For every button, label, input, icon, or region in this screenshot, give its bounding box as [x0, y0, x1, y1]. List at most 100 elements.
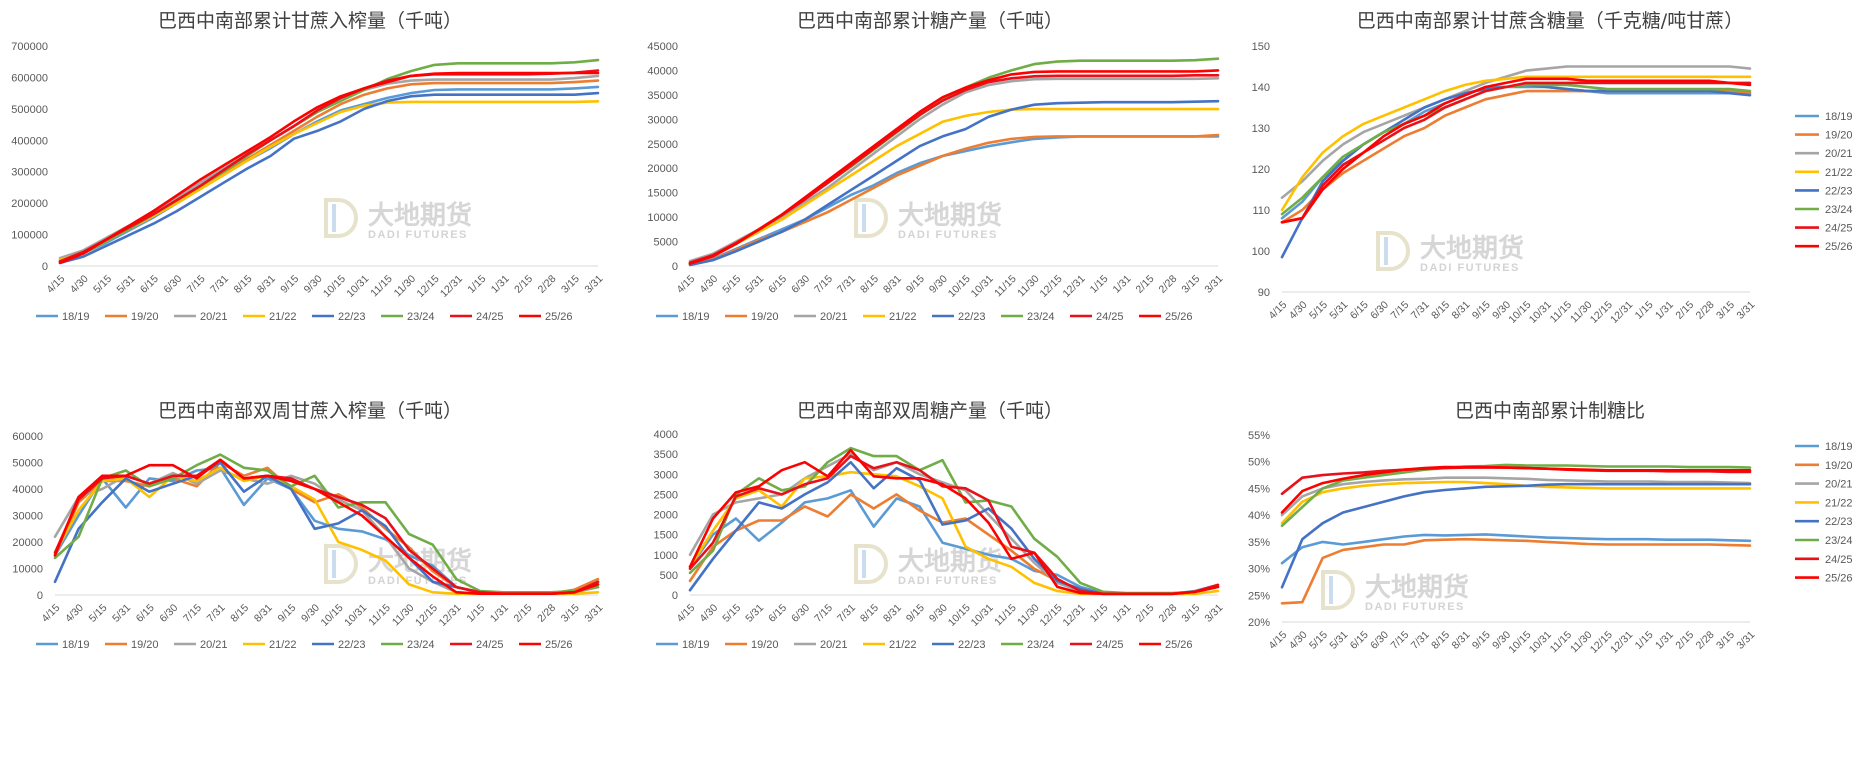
legend-label-23-24: 23/24 [1027, 639, 1055, 651]
x-tick-label: 5/15 [1307, 629, 1330, 652]
legend-label-22-23: 22/23 [1825, 516, 1853, 528]
y-tick-label: 3000 [654, 469, 678, 481]
x-tick-label: 6/30 [1368, 629, 1391, 652]
x-tick-label: 5/15 [720, 602, 743, 625]
legend-label-25-26: 25/26 [545, 639, 573, 651]
x-tick-label: 1/31 [1653, 299, 1676, 322]
x-tick-label: 1/31 [489, 273, 512, 296]
legend-label-23-24: 23/24 [1825, 204, 1853, 216]
watermark-en: DADI FUTURES [898, 229, 998, 241]
x-tick-label: 2/15 [512, 602, 535, 625]
x-tick-label: 1/15 [1088, 602, 1111, 625]
watermark-cn: 大地期货 [368, 200, 472, 231]
x-tick-label: 11/30 [1015, 602, 1042, 629]
legend-label-22-23: 22/23 [958, 639, 986, 651]
x-tick-label: 3/15 [1714, 299, 1737, 322]
y-tick-label: 0 [42, 261, 48, 273]
legend-label-24-25: 24/25 [476, 311, 504, 323]
x-tick-label: 9/15 [1470, 299, 1493, 322]
series-line-22-23 [1280, 83, 1752, 259]
x-tick-label: 2/15 [1134, 273, 1157, 296]
x-tick-label: 1/15 [464, 602, 487, 625]
x-tick-label: 9/15 [904, 602, 927, 625]
x-tick-label: 4/15 [44, 273, 67, 296]
y-tick-label: 30% [1248, 564, 1270, 576]
x-tick-label: 4/15 [674, 273, 697, 296]
x-tick-label: 12/31 [1061, 273, 1088, 300]
y-tick-label: 25% [1248, 590, 1270, 602]
legend-label-24-25: 24/25 [1096, 639, 1124, 651]
x-tick-label: 5/31 [1327, 299, 1350, 322]
y-tick-label: 2500 [654, 489, 678, 501]
x-tick-label: 7/15 [812, 602, 835, 625]
x-tick-label: 3/31 [1202, 273, 1225, 296]
watermark-cn: 大地期货 [898, 546, 1002, 577]
x-tick-label: 8/15 [1429, 629, 1452, 652]
x-tick-label: 8/15 [858, 273, 881, 296]
x-tick-label: 3/31 [1734, 299, 1757, 322]
legend-label-22-23: 22/23 [338, 311, 366, 323]
legend-label-18-19: 18/19 [62, 311, 90, 323]
legend-label-18-19: 18/19 [62, 639, 90, 651]
x-tick-label: 2/15 [1673, 299, 1696, 322]
x-tick-label: 3/15 [1714, 629, 1737, 652]
legend-label-25-26: 25/26 [1825, 241, 1853, 253]
y-tick-label: 30000 [12, 511, 43, 523]
x-tick-label: 8/31 [881, 602, 904, 625]
x-tick-label: 12/15 [1588, 299, 1615, 326]
x-tick-label: 5/31 [743, 602, 766, 625]
legend-label-19-20: 19/20 [131, 639, 159, 651]
y-tick-label: 10000 [647, 212, 678, 224]
y-tick-label: 0 [37, 590, 43, 602]
x-tick-label: 6/30 [157, 602, 180, 625]
x-tick-label: 12/15 [1038, 273, 1065, 300]
legend-label-20-21: 20/21 [1825, 479, 1853, 491]
legend-label-18-19: 18/19 [682, 311, 710, 323]
x-tick-label: 5/31 [110, 602, 133, 625]
y-tick-label: 0 [672, 590, 678, 602]
x-tick-label: 10/31 [969, 602, 996, 629]
x-tick-label: 7/31 [1409, 299, 1432, 322]
x-tick-label: 8/31 [252, 602, 275, 625]
x-tick-label: 6/30 [789, 273, 812, 296]
y-tick-label: 400000 [11, 135, 48, 147]
x-tick-label: 2/28 [1694, 629, 1717, 652]
series-line-23-24 [1280, 463, 1752, 528]
x-tick-label: 4/30 [697, 273, 720, 296]
x-tick-label: 4/30 [697, 602, 720, 625]
x-tick-label: 3/15 [1179, 602, 1202, 625]
x-tick-label: 11/15 [366, 602, 393, 629]
chart-title: 巴西中南部累计糖产量（千吨） [797, 10, 1063, 32]
x-tick-label: 2/28 [536, 273, 559, 296]
x-tick-label: 5/15 [720, 273, 743, 296]
legend-label-25-26: 25/26 [1165, 311, 1193, 323]
x-tick-label: 2/28 [1694, 299, 1717, 322]
series-line-22-23 [1280, 482, 1752, 589]
x-tick-label: 2/28 [1156, 273, 1179, 296]
legend-label-18-19: 18/19 [682, 639, 710, 651]
x-tick-label: 4/15 [39, 602, 62, 625]
x-tick-label: 4/15 [1266, 629, 1289, 652]
legend-label-20-21: 20/21 [200, 311, 228, 323]
legend-label-18-19: 18/19 [1825, 111, 1853, 123]
x-tick-label: 2/15 [1134, 602, 1157, 625]
legend-label-20-21: 20/21 [200, 639, 228, 651]
x-tick-label: 8/15 [858, 602, 881, 625]
y-tick-label: 120 [1252, 164, 1270, 176]
y-tick-label: 5000 [654, 237, 678, 249]
y-tick-label: 1000 [654, 550, 678, 562]
x-tick-label: 4/30 [68, 273, 91, 296]
x-tick-label: 7/15 [185, 273, 208, 296]
x-tick-label: 1/31 [1653, 629, 1676, 652]
series-line-20-21 [1280, 476, 1752, 517]
legend-label-19-20: 19/20 [751, 639, 779, 651]
y-tick-label: 35% [1248, 537, 1270, 549]
x-tick-label: 12/15 [415, 273, 442, 300]
x-tick-label: 6/30 [1368, 299, 1391, 322]
x-tick-label: 5/15 [91, 273, 114, 296]
x-tick-label: 6/30 [789, 602, 812, 625]
x-tick-label: 10/31 [1527, 629, 1554, 656]
